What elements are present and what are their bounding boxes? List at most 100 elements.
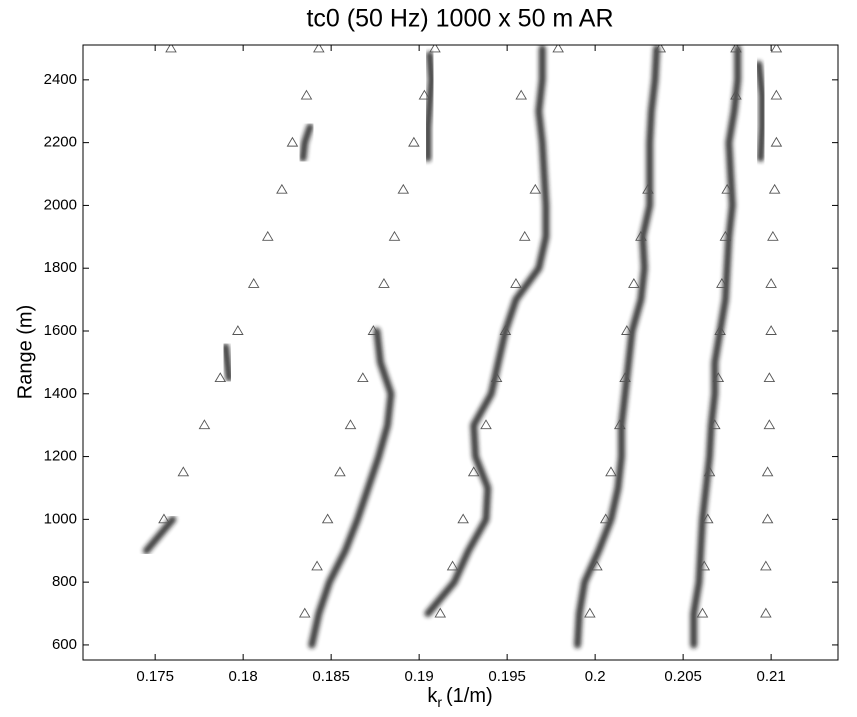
mode-marker: [765, 325, 777, 335]
mode-marker: [760, 607, 772, 618]
y-tick-label: 2200: [44, 134, 77, 151]
mode-marker: [480, 419, 492, 430]
x-tick-label: 0.21: [757, 668, 786, 685]
mode-marker: [510, 278, 522, 288]
mode-marker: [721, 183, 733, 194]
mode-marker: [418, 89, 431, 100]
x-tick-label: 0.205: [664, 668, 702, 685]
mode-marker: [714, 325, 726, 335]
plot-area: [83, 45, 838, 660]
mode-marker: [552, 45, 564, 53]
mode-marker: [628, 278, 640, 288]
y-tick-label: 2000: [44, 196, 77, 213]
x-label-sub: r: [437, 694, 442, 710]
x-tick-label: 0.175: [136, 668, 174, 685]
mode-marker: [158, 513, 170, 524]
intensity-ridge: [424, 51, 435, 162]
plot-frame: [82, 44, 839, 661]
mode-marker: [770, 136, 783, 147]
mode-marker: [214, 372, 227, 383]
mode-marker: [529, 183, 542, 194]
mode-marker: [770, 45, 783, 53]
y-tick-label: 1600: [44, 322, 77, 339]
mode-marker: [515, 89, 528, 100]
x-axis-label: kr (1/m): [427, 685, 492, 709]
mode-marker: [761, 513, 774, 524]
mode-marker: [232, 325, 244, 335]
mode-marker: [613, 419, 626, 430]
mode-marker: [311, 560, 323, 571]
y-tick-label: 600: [52, 636, 77, 653]
x-label-unit: (1/m): [446, 685, 493, 707]
intensity-ridge: [574, 45, 661, 649]
mode-marker: [429, 45, 441, 53]
mode-marker: [767, 230, 779, 241]
mode-marker: [584, 607, 596, 618]
x-tick-label: 0.195: [488, 668, 526, 685]
mode-marker: [321, 513, 334, 524]
mode-marker: [763, 372, 776, 383]
mode-marker: [397, 183, 410, 194]
mode-marker: [760, 560, 772, 571]
x-tick-label: 0.18: [229, 668, 258, 685]
mode-marker: [765, 278, 777, 288]
mode-marker: [605, 466, 617, 477]
mode-marker: [344, 419, 357, 430]
intensity-ridge: [755, 60, 766, 162]
mode-marker: [621, 325, 633, 335]
mode-marker: [591, 560, 603, 571]
mode-marker: [635, 230, 647, 241]
mode-marker: [286, 136, 299, 147]
intensity-ridge: [142, 515, 177, 555]
marks-layer: [142, 45, 783, 649]
chart-title: tc0 (50 Hz) 1000 x 50 m AR: [306, 5, 613, 33]
intensity-ridge: [308, 327, 395, 649]
x-tick-label: 0.185: [312, 668, 350, 685]
mode-marker: [165, 45, 177, 53]
intensity-ridge: [424, 45, 550, 617]
mode-marker: [599, 513, 612, 524]
mode-marker: [262, 230, 274, 241]
mode-marker: [719, 230, 732, 241]
mode-marker: [247, 278, 260, 288]
mode-marker: [408, 136, 420, 147]
x-tick-label: 0.2: [585, 668, 606, 685]
mode-marker: [177, 466, 190, 477]
mode-marker: [730, 45, 742, 53]
mode-marker: [388, 230, 401, 241]
y-axis-label: Range (m): [14, 305, 36, 399]
mode-marker: [703, 466, 716, 477]
mode-marker: [446, 560, 459, 571]
mode-marker: [654, 45, 667, 53]
mode-marker: [313, 45, 325, 53]
mode-marker: [761, 466, 774, 477]
intensity-ridge: [299, 123, 314, 162]
mode-marker: [378, 278, 390, 288]
mode-marker: [490, 372, 503, 383]
intensity-ridge: [222, 343, 233, 382]
intensity-ridge: [690, 45, 742, 649]
mode-marker: [619, 372, 631, 383]
mode-marker: [698, 560, 711, 571]
mode-marker: [763, 419, 776, 430]
x-tick-label: 0.19: [405, 668, 434, 685]
mode-marker: [357, 372, 369, 383]
y-tick-label: 1200: [44, 448, 77, 465]
mode-marker: [298, 607, 311, 618]
y-tick-label: 1800: [44, 259, 77, 276]
mode-marker: [499, 325, 512, 335]
mode-marker: [768, 183, 781, 194]
mode-marker: [434, 607, 447, 618]
mode-marker: [709, 419, 721, 430]
mode-marker: [701, 513, 714, 524]
y-tick-label: 1000: [44, 510, 77, 527]
mode-marker: [334, 466, 346, 477]
mode-marker: [770, 89, 783, 100]
mode-marker: [457, 513, 469, 524]
mode-marker: [696, 607, 709, 618]
x-label-base: k: [427, 685, 438, 707]
mode-marker: [300, 89, 313, 100]
mode-marker: [642, 183, 654, 194]
